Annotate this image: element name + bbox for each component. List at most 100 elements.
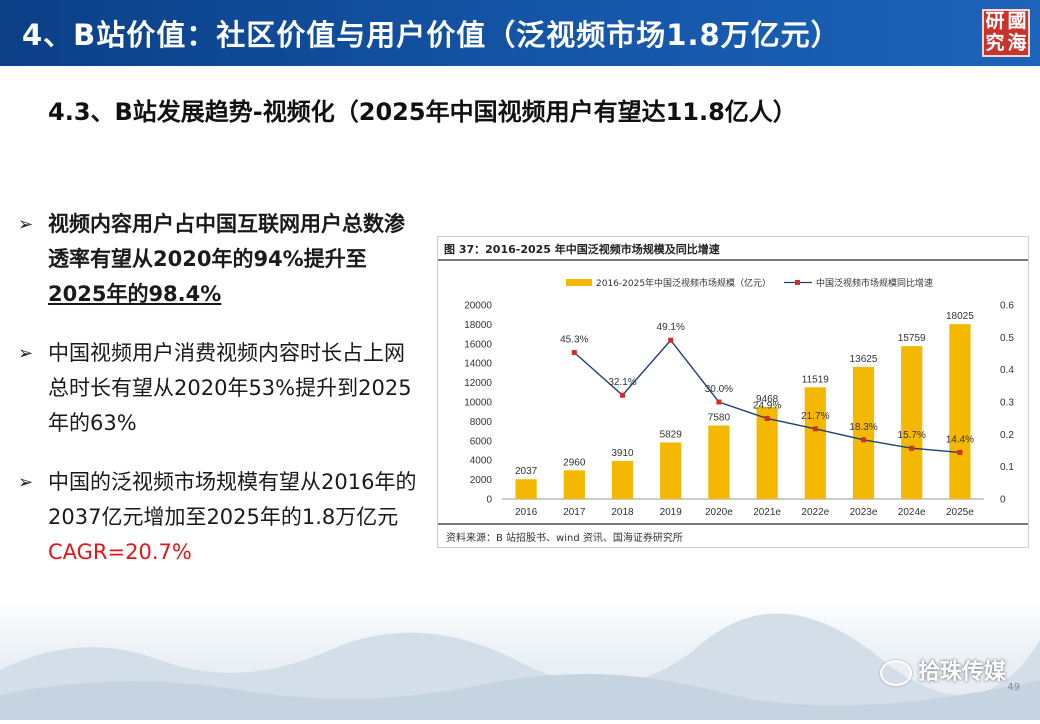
growth-point [957, 449, 963, 455]
bar-value-label: 2037 [515, 466, 538, 477]
page-number: 49 [1007, 682, 1020, 693]
bullet-penetration-underlined: 2025年的98.4% [48, 282, 222, 306]
growth-value-label: 45.3% [560, 335, 588, 346]
logo-char-3: 究 [985, 32, 1005, 54]
y-left-tick-label: 16000 [464, 339, 492, 350]
y-right-tick-label: 0.6 [1000, 301, 1014, 312]
bottom-landscape-decoration [0, 600, 1040, 720]
mountain-graphic [0, 613, 1040, 720]
watermark: 拾珠传媒 [879, 654, 1006, 686]
bar [563, 470, 585, 499]
arrow-bullet-icon: ➢ [18, 214, 34, 235]
x-tick-label: 2023e [850, 507, 878, 518]
bar [901, 346, 923, 499]
slide-title: 4、B站价值：社区价值与用户价值（泛视频市场1.8万亿元） [22, 18, 841, 52]
bar-value-label: 7580 [708, 412, 731, 423]
logo-char-1: 研 [985, 10, 1005, 32]
bar [611, 461, 634, 499]
bar-value-label: 18025 [946, 311, 974, 322]
bar [804, 387, 826, 499]
chart-top-rule [438, 259, 1028, 261]
logo-char-4: 海 [1007, 32, 1027, 54]
x-tick-label: 2018 [611, 507, 634, 518]
section-subtitle: 4.3、B站发展趋势-视频化（2025年中国视频用户有望达11.8亿人） [48, 98, 797, 126]
x-tick-label: 2022e [801, 507, 829, 518]
x-tick-label: 2020e [705, 507, 733, 518]
growth-value-label: 14.4% [946, 434, 974, 445]
y-left-tick-label: 10000 [464, 398, 492, 409]
bullet-penetration: ➢ 视频内容用户占中国互联网用户总数渗透率有望从2020年的94%提升至 2025… [18, 207, 418, 312]
bar [949, 324, 971, 499]
y-right-tick-label: 0.4 [1000, 365, 1014, 376]
combo-chart: 2016-2025年中国泛视频市场规模（亿元） 中国泛视频市场规模同比增速 0 200… [464, 277, 1014, 518]
growth-point [716, 399, 722, 405]
growth-point [909, 445, 915, 451]
chart-source: 资料来源：B 站招股书、wind 资讯、国海证券研究所 [446, 533, 683, 544]
growth-point [812, 426, 818, 432]
y-left-tick-label: 12000 [464, 378, 492, 389]
bar-value-label: 15759 [898, 333, 926, 344]
growth-value-label: 32.1% [608, 377, 636, 388]
y-left-tick-label: 0 [486, 495, 492, 506]
x-tick-label: 2025e [946, 507, 974, 518]
header-bar: 4、B站价值：社区价值与用户价值（泛视频市场1.8万亿元） 研 國 究 海 [0, 0, 1040, 66]
bullet-duration: ➢ 中国视频用户消费视频内容时长占上网总时长有望从2020年53%提升到2025… [18, 336, 418, 441]
bar-value-label: 5829 [660, 429, 683, 440]
x-tick-label: 2017 [563, 507, 586, 518]
chart-figure: 图 37：2016-2025 年中国泛视频市场规模及同比增速 2016-2025… [437, 236, 1029, 548]
growth-point [668, 337, 674, 343]
bar-value-label: 13625 [850, 354, 878, 365]
arrow-bullet-icon: ➢ [18, 343, 34, 364]
y-right-tick-label: 0.2 [1000, 430, 1014, 441]
y-right-tick-label: 0.5 [1000, 333, 1014, 344]
y-left-tick-label: 18000 [464, 320, 492, 331]
bar-value-label: 9468 [756, 394, 779, 405]
bar-value-label: 3910 [611, 448, 634, 459]
bar [852, 366, 875, 499]
bar-value-label: 2960 [563, 457, 586, 468]
bullet-duration-text: 中国视频用户消费视频内容时长占上网总时长有望从2020年53%提升到2025年的… [48, 341, 412, 435]
legend-bar-swatch [566, 279, 592, 286]
watermark-text: 拾珠传媒 [917, 660, 1006, 685]
bullet-list: ➢ 视频内容用户占中国互联网用户总数渗透率有望从2020年的94%提升至 2025… [18, 207, 418, 594]
y-left-tick-label: 2000 [470, 475, 493, 486]
growth-value-label: 24.9% [753, 400, 781, 411]
y-left-tick-label: 20000 [464, 301, 492, 312]
y-right-tick-label: 0.1 [1000, 462, 1014, 473]
logo-char-2: 國 [1007, 10, 1027, 32]
bullet-cagr-highlight: CAGR=20.7% [48, 540, 192, 564]
legend-line-label: 中国泛视频市场规模同比增速 [816, 277, 933, 289]
growth-value-label: 49.1% [657, 322, 685, 333]
bullet-market-size-text: 中国的泛视频市场规模有望从2016年的2037亿元增加至2025年的1.8万亿元 [48, 470, 417, 529]
growth-point [764, 415, 770, 421]
wechat-icon [879, 660, 912, 686]
x-tick-label: 2021e [753, 507, 781, 518]
bar [708, 425, 730, 499]
bar [515, 479, 537, 499]
logo-seal: 研 國 究 海 [982, 9, 1030, 57]
growth-value-label: 30.0% [705, 384, 733, 395]
growth-point [571, 350, 577, 356]
growth-point [861, 437, 866, 443]
growth-value-label: 21.7% [801, 411, 829, 422]
bullet-market-size: ➢ 中国的泛视频市场规模有望从2016年的2037亿元增加至2025年的1.8万… [18, 465, 418, 570]
bar-value-label: 11519 [802, 374, 830, 385]
y-left-tick-label: 8000 [470, 417, 493, 428]
legend-bar-label: 2016-2025年中国泛视频市场规模（亿元） [596, 277, 771, 289]
y-left-tick-label: 4000 [470, 456, 493, 467]
growth-value-label: 18.3% [849, 422, 877, 433]
chart-bottom-rule [438, 523, 1028, 525]
bar [660, 442, 682, 499]
y-right-tick-label: 0.3 [1000, 398, 1014, 409]
x-tick-label: 2016 [515, 507, 538, 518]
growth-value-label: 15.7% [898, 430, 926, 441]
x-tick-label: 2024e [898, 507, 926, 518]
growth-point [620, 392, 625, 398]
x-tick-label: 2019 [660, 507, 683, 518]
bullet-penetration-text: 视频内容用户占中国互联网用户总数渗透率有望从2020年的94%提升至 [48, 212, 405, 271]
y-left-tick-label: 14000 [464, 359, 492, 370]
bar [756, 407, 778, 499]
chart-title: 图 37：2016-2025 年中国泛视频市场规模及同比增速 [444, 243, 720, 256]
y-right-tick-label: 0 [1000, 495, 1006, 506]
arrow-bullet-icon: ➢ [18, 472, 34, 493]
